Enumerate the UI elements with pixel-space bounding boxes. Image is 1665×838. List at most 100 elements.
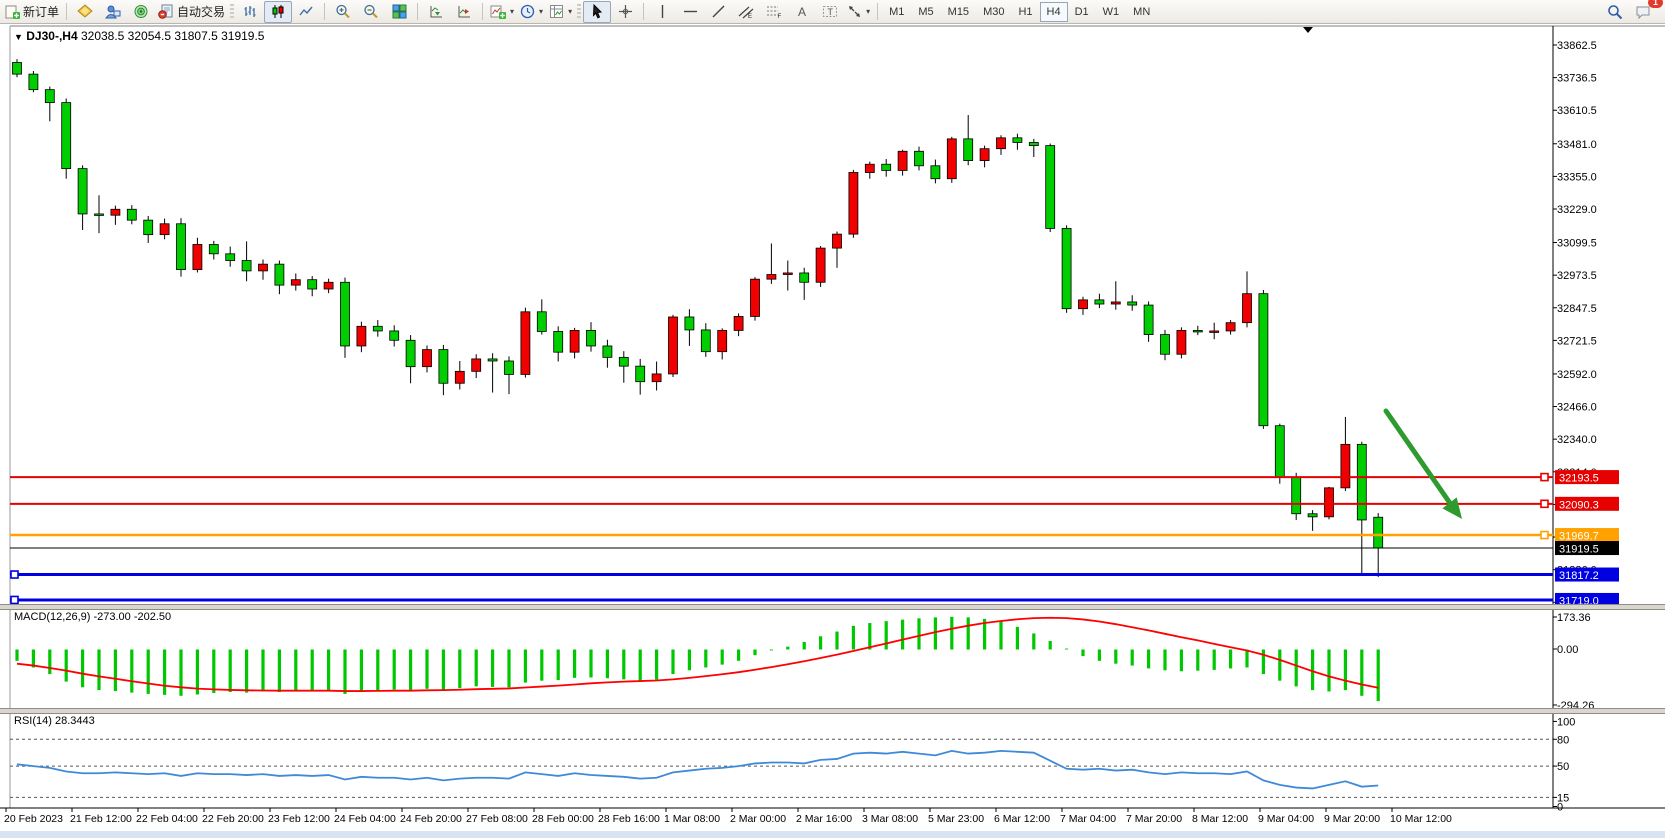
time-axis-label: 22 Feb 20:00 [202, 813, 264, 825]
chart-dropdown-icon[interactable]: ▼ [14, 32, 23, 42]
timeframe-M30[interactable]: M30 [983, 5, 1005, 18]
svg-text:T: T [828, 7, 834, 17]
tile-windows-button[interactable] [385, 1, 413, 23]
time-axis-label: 27 Feb 08:00 [466, 813, 528, 825]
line-chart-button[interactable] [292, 1, 320, 23]
search-button[interactable] [1601, 1, 1629, 23]
rsi-axis-label: 80 [1557, 734, 1569, 746]
timeframe-M1[interactable]: M1 [889, 5, 905, 18]
chat-bubble-icon [1636, 6, 1649, 19]
arrows-tool-button[interactable]: ▾ [844, 1, 873, 23]
channel-tool-button[interactable]: E [732, 1, 760, 23]
label-tool-button[interactable]: T [816, 1, 844, 23]
candle-body [323, 281, 334, 290]
periods-caret: ▾ [539, 7, 544, 16]
scroll-to-end-marker[interactable] [1303, 27, 1313, 33]
price-tick-label: 33610.5 [1557, 105, 1597, 117]
cursor-tool-button[interactable] [583, 0, 612, 23]
rsi-axis-label: 100 [1557, 716, 1575, 728]
candle-body [208, 244, 219, 255]
timeframe-M5[interactable]: M5 [918, 5, 934, 18]
market-watch-button[interactable] [127, 1, 155, 23]
trend-arrow-annotation[interactable] [1383, 408, 1462, 519]
svg-text:31817.2: 31817.2 [1559, 570, 1599, 582]
timeframe-W1[interactable]: W1 [1102, 5, 1120, 18]
toolbar-drag-handle[interactable] [577, 3, 582, 20]
timeframe-D1[interactable]: D1 [1074, 5, 1089, 18]
terminal-button[interactable] [99, 1, 127, 23]
price-tick-label: 32592.0 [1557, 369, 1597, 381]
svg-text:F: F [778, 14, 782, 19]
templates-button[interactable]: ▾ [546, 1, 575, 23]
time-axis-label: 2 Mar 16:00 [796, 813, 852, 825]
time-axis-label: 5 Mar 23:00 [928, 813, 984, 825]
timeframe-MN[interactable]: MN [1133, 5, 1151, 18]
candle-body [77, 168, 88, 215]
candle-body [258, 263, 268, 272]
candle-body [1242, 293, 1252, 324]
notifications-button[interactable]: 1 [1629, 0, 1663, 23]
macd-panel: 173.360.00-294.26 [15, 612, 1594, 712]
line-handle [10, 595, 19, 605]
candle-body [405, 339, 416, 368]
trendline-tool-button[interactable] [704, 1, 732, 23]
fibonacci-tool-button[interactable]: F [760, 1, 788, 23]
candle-body [1094, 299, 1105, 305]
charts-button[interactable] [71, 1, 99, 23]
time-axis-label: 1 Mar 08:00 [664, 813, 720, 825]
toolbar-drag-handle[interactable] [230, 3, 235, 20]
line-handle [1540, 472, 1549, 482]
text-tool-button[interactable]: A [788, 1, 816, 23]
timeframe-H4[interactable]: H4 [1039, 1, 1068, 22]
candle-body [930, 165, 941, 180]
time-axis-label: 22 Feb 04:00 [136, 813, 198, 825]
candle-body [504, 360, 514, 375]
candle-body [668, 316, 678, 375]
candle-body [290, 279, 301, 286]
time-axis-label: 24 Feb 20:00 [400, 813, 462, 825]
time-axis-label: 9 Mar 04:00 [1258, 813, 1314, 825]
horizontal-line-31817.2[interactable]: 31817.2 [10, 567, 1619, 583]
autotrading-button[interactable]: 自动交易 [155, 1, 228, 23]
vertical-line-tool-button[interactable] [648, 1, 676, 23]
new-order-label: 新订单 [23, 5, 60, 19]
time-axis-label: 28 Feb 16:00 [598, 813, 660, 825]
rsi-indicator-label: RSI(14) 28.3443 [14, 715, 95, 727]
fibonacci-icon: F [767, 6, 782, 19]
zoom-out-button[interactable] [357, 1, 385, 23]
time-axis-label: 6 Mar 12:00 [994, 813, 1050, 825]
candle-body [12, 62, 22, 75]
templates-icon [550, 5, 564, 18]
candle-body [1307, 513, 1318, 518]
horizontal-line-31969.7[interactable]: 31969.7 [10, 528, 1619, 543]
price-tick-label: 32847.5 [1557, 303, 1597, 315]
charts-icon [77, 4, 93, 18]
indicators-caret: ▾ [510, 7, 515, 16]
crosshair-tool-button[interactable] [611, 1, 639, 23]
candle-body [651, 373, 662, 383]
new-order-button[interactable]: 新订单 [2, 1, 62, 23]
timeframe-M15[interactable]: M15 [947, 5, 970, 18]
candle-body [192, 244, 203, 270]
horizontal-line-32090.3[interactable]: 32090.3 [10, 496, 1619, 512]
rsi-axis-label: 50 [1557, 761, 1569, 773]
horizontal-line-32193.5[interactable]: 32193.5 [10, 470, 1619, 485]
candle-body [143, 219, 154, 236]
candlestick-chart-button[interactable] [264, 0, 293, 23]
candle-body [1045, 145, 1056, 229]
chart-shift-button[interactable] [450, 1, 478, 23]
auto-scroll-button[interactable] [422, 1, 450, 23]
macd-indicator-label: MACD(12,26,9) -273.00 -202.50 [14, 611, 172, 623]
candle-body [159, 223, 170, 236]
svg-text:31969.7: 31969.7 [1559, 531, 1599, 543]
horizontal-line-tool-button[interactable] [676, 1, 704, 23]
timeframe-H1[interactable]: H1 [1018, 5, 1033, 18]
zoom-in-button[interactable] [329, 1, 357, 23]
panel-splitter-macd[interactable] [0, 604, 1665, 610]
panel-splitter-rsi[interactable] [0, 708, 1665, 714]
indicators-button[interactable]: ▾ [487, 1, 517, 23]
bar-chart-button[interactable] [236, 1, 264, 23]
periods-button[interactable]: ▾ [517, 1, 546, 23]
